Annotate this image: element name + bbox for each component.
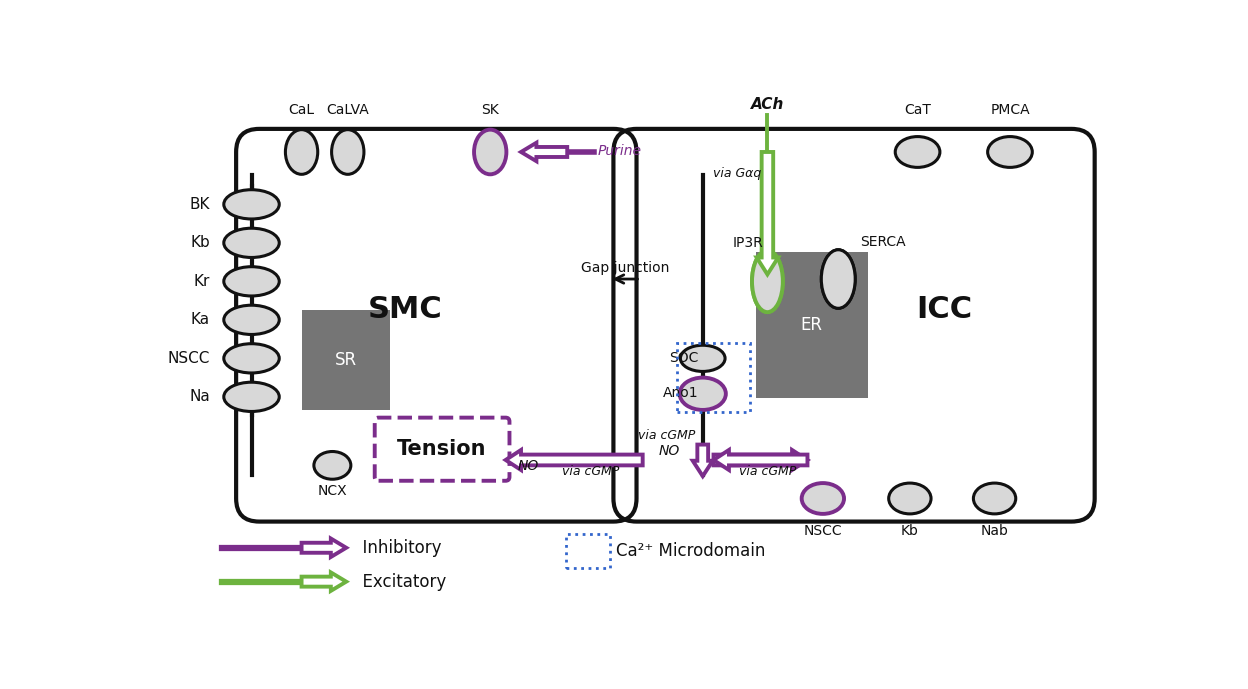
Text: IP3R: IP3R [733, 236, 764, 250]
Text: CaL: CaL [288, 103, 314, 116]
Ellipse shape [223, 228, 280, 258]
Ellipse shape [314, 451, 351, 480]
Ellipse shape [801, 483, 844, 514]
FancyArrow shape [505, 450, 643, 470]
Bar [756, 252, 867, 398]
FancyArrow shape [714, 450, 807, 470]
Text: Nab: Nab [981, 524, 1008, 538]
Ellipse shape [680, 345, 725, 371]
Text: Ano1: Ano1 [663, 386, 699, 400]
Ellipse shape [753, 251, 782, 312]
Bar [302, 310, 391, 410]
Ellipse shape [987, 136, 1032, 167]
Text: via cGMP: via cGMP [562, 465, 619, 478]
Text: ER: ER [801, 316, 822, 334]
Ellipse shape [680, 378, 726, 410]
Ellipse shape [889, 483, 931, 514]
Ellipse shape [821, 250, 855, 308]
Ellipse shape [223, 344, 280, 373]
Text: via cGMP: via cGMP [739, 465, 796, 478]
FancyArrow shape [714, 450, 807, 470]
Text: ICC: ICC [916, 296, 972, 325]
Ellipse shape [286, 130, 318, 174]
Text: Kr: Kr [193, 274, 210, 289]
Ellipse shape [332, 130, 364, 174]
FancyArrow shape [693, 444, 713, 476]
Text: SMC: SMC [368, 296, 443, 325]
Text: CaLVA: CaLVA [327, 103, 369, 116]
Text: SOC: SOC [669, 351, 699, 364]
Ellipse shape [223, 305, 280, 334]
Text: Excitatory: Excitatory [352, 573, 446, 590]
Ellipse shape [895, 136, 940, 167]
Ellipse shape [474, 130, 507, 174]
Text: NO: NO [518, 459, 539, 473]
Text: NSCC: NSCC [804, 524, 842, 538]
Text: Purine: Purine [598, 144, 641, 158]
FancyArrow shape [520, 143, 568, 161]
Text: NO: NO [658, 444, 679, 457]
Text: NSCC: NSCC [167, 351, 210, 366]
Text: via cGMP: via cGMP [638, 429, 695, 442]
FancyArrow shape [756, 152, 779, 274]
Text: Inhibitory: Inhibitory [352, 539, 441, 557]
Text: ACh: ACh [751, 96, 784, 112]
FancyBboxPatch shape [374, 418, 509, 481]
Ellipse shape [223, 382, 280, 411]
Text: Kb: Kb [190, 236, 210, 250]
Text: via Gαq: via Gαq [713, 167, 761, 180]
Ellipse shape [821, 250, 855, 308]
Text: SK: SK [482, 103, 499, 116]
Ellipse shape [753, 251, 782, 312]
Text: NCX: NCX [317, 484, 347, 497]
Text: Tension: Tension [397, 439, 487, 459]
Text: PMCA: PMCA [990, 103, 1030, 116]
Text: SR: SR [334, 351, 357, 369]
FancyArrow shape [302, 573, 346, 591]
Text: Ka: Ka [191, 312, 210, 327]
Text: SERCA: SERCA [860, 235, 906, 249]
Text: Ca²⁺ Microdomain: Ca²⁺ Microdomain [617, 542, 766, 560]
Ellipse shape [223, 267, 280, 296]
Text: Gap junction: Gap junction [580, 261, 669, 275]
Ellipse shape [223, 189, 280, 219]
Text: Na: Na [190, 389, 210, 404]
Text: Kb: Kb [901, 524, 919, 538]
Text: BK: BK [190, 197, 210, 212]
Ellipse shape [973, 483, 1016, 514]
Text: CaT: CaT [904, 103, 931, 116]
FancyArrow shape [302, 539, 346, 557]
